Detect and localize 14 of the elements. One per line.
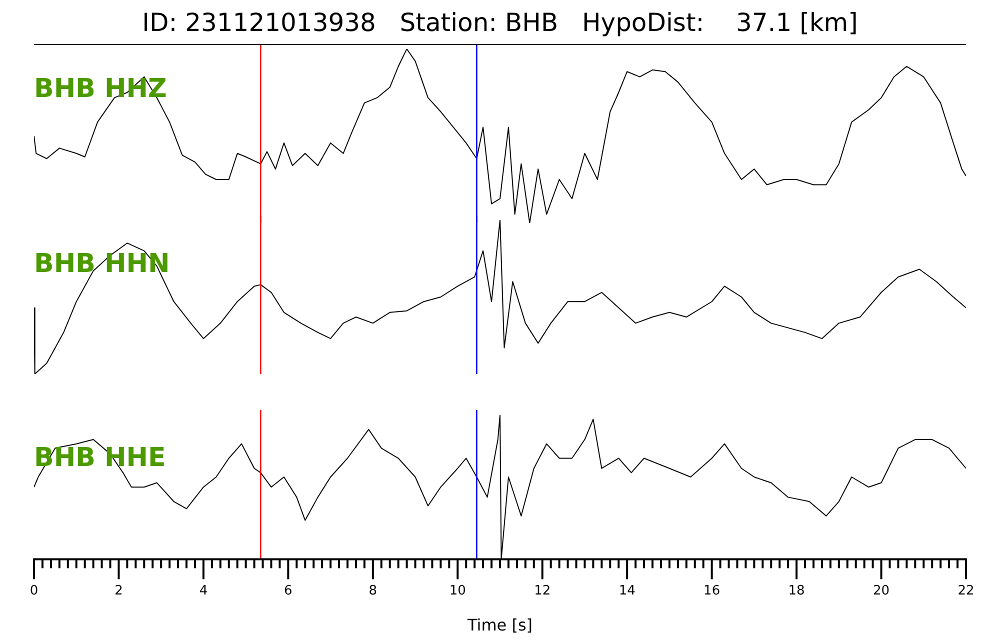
x-tick-label: 22 <box>958 583 974 598</box>
chart-title: ID: 231121013938 Station: BHB HypoDist: 37.1 [km] <box>141 8 859 37</box>
x-tick-label: 12 <box>534 583 551 598</box>
x-tick-label: 18 <box>788 583 805 598</box>
x-tick-label: 6 <box>284 583 292 598</box>
x-tick-label: 2 <box>114 583 123 598</box>
x-tick-label: 14 <box>618 583 636 598</box>
x-tick-label: 0 <box>30 583 38 598</box>
x-tick-label: 4 <box>199 583 208 598</box>
x-tick-label: 8 <box>368 583 378 598</box>
x-axis-title: Time [s] <box>466 616 533 635</box>
x-tick-label: 10 <box>449 583 466 598</box>
x-tick-label: 16 <box>704 583 720 598</box>
x-tick-label: 20 <box>873 583 890 598</box>
